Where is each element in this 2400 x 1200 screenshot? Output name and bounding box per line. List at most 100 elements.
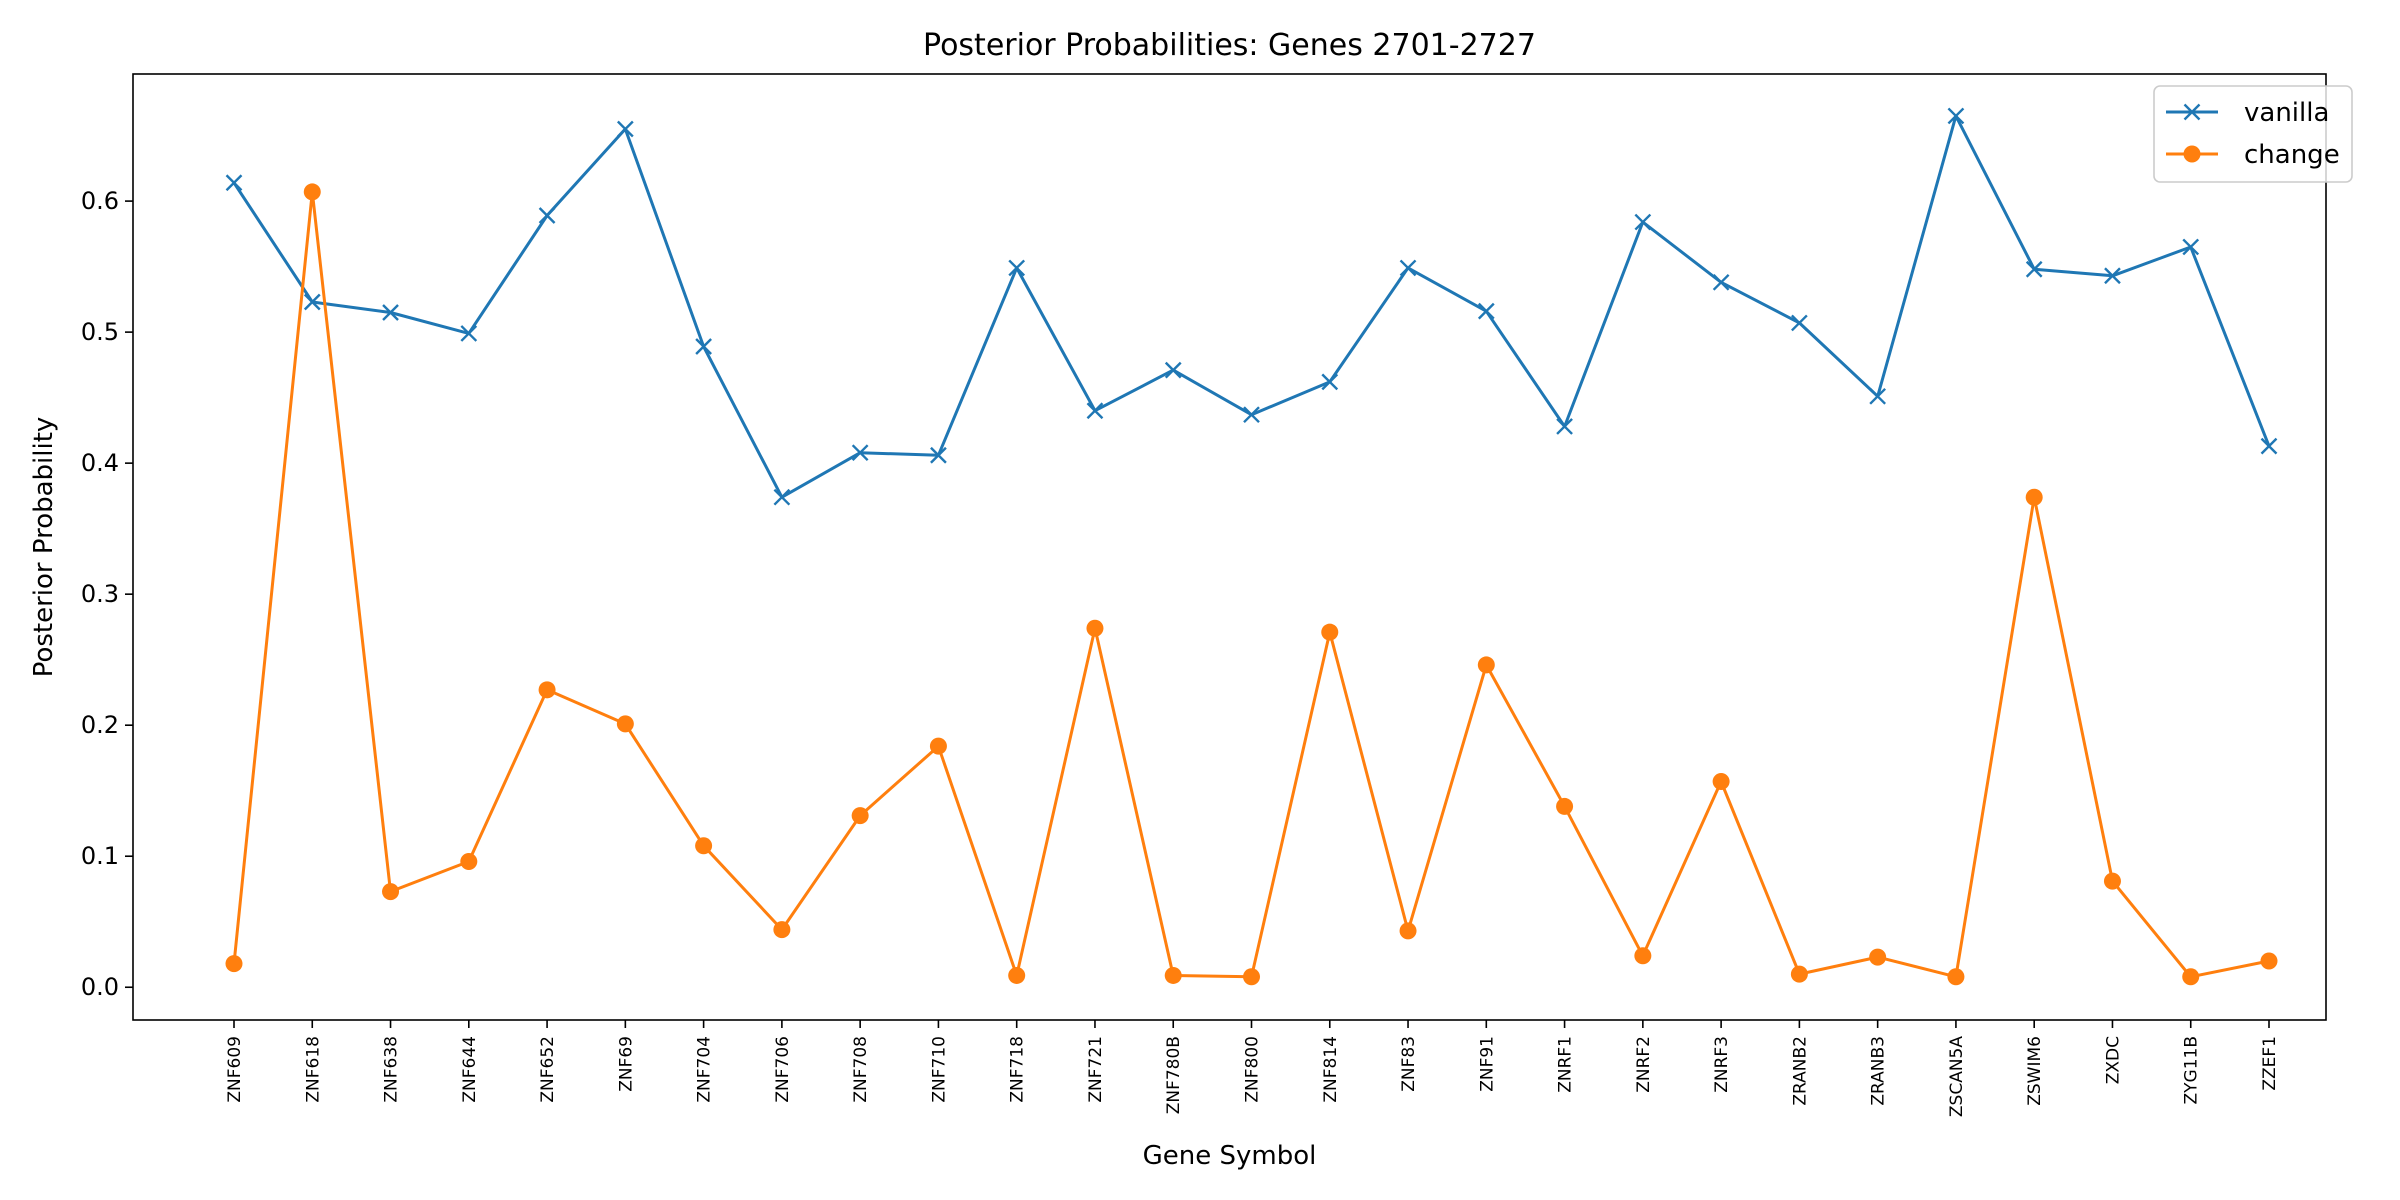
y-tick-label: 0.5 xyxy=(81,318,119,346)
data-point-change xyxy=(1634,947,1652,965)
data-point-change xyxy=(1321,623,1339,641)
data-point-vanilla xyxy=(1243,406,1260,424)
plot-frame xyxy=(132,73,2327,1021)
data-point-change xyxy=(2260,952,2278,970)
legend-marker xyxy=(2183,103,2201,121)
x-tick-label: ZNF708 xyxy=(851,1036,871,1103)
x-tick-label: ZNF780B xyxy=(1164,1036,1184,1114)
data-point-change xyxy=(382,883,400,901)
data-point-change xyxy=(773,921,791,939)
x-tick-label: ZNF814 xyxy=(1321,1036,1341,1103)
x-tick-label: ZNF618 xyxy=(303,1036,323,1103)
x-tick-label: ZNRF2 xyxy=(1634,1036,1654,1093)
data-point-change xyxy=(1008,966,1026,984)
data-point-change xyxy=(538,681,556,699)
x-tick-label: ZSCAN5A xyxy=(1947,1036,1967,1117)
x-tick-label: ZXDC xyxy=(2103,1036,2123,1084)
data-point-vanilla xyxy=(1556,418,1573,435)
data-point-vanilla xyxy=(773,488,791,506)
data-point-vanilla xyxy=(1791,314,1808,332)
y-tick-label: 0.6 xyxy=(81,187,119,215)
data-point-change xyxy=(1399,922,1417,940)
data-point-change xyxy=(460,852,478,870)
x-axis-label: Gene Symbol xyxy=(1143,1141,1317,1171)
data-point-change xyxy=(2103,872,2121,890)
data-point-vanilla xyxy=(2025,260,2043,278)
data-point-vanilla xyxy=(1399,259,1417,277)
legend: vanilla change xyxy=(2153,85,2353,183)
x-tick-label: ZNRF3 xyxy=(1712,1036,1732,1093)
data-point-change xyxy=(2025,488,2043,506)
x-tick-label: ZRANB2 xyxy=(1790,1036,1810,1106)
data-point-change xyxy=(1712,773,1730,791)
legend-marker xyxy=(2183,145,2201,163)
x-tick-label: ZNF800 xyxy=(1243,1036,1263,1103)
x-tick-label: ZYG11B xyxy=(2182,1036,2202,1105)
data-point-change xyxy=(225,955,243,973)
x-tick-label: ZNF609 xyxy=(225,1036,245,1103)
chart-title: Posterior Probabilities: Genes 2701-2727 xyxy=(923,28,1536,63)
data-point-vanilla xyxy=(1086,402,1104,420)
x-axis: ZNF609 ZNF618 ZNF638 ZNF644 ZNF652 ZNF69 ZNF70… xyxy=(225,1020,2280,1117)
x-tick-label: ZNF644 xyxy=(460,1036,480,1103)
y-tick-label: 0.2 xyxy=(81,711,119,739)
data-point-change xyxy=(695,837,713,855)
x-tick-label: ZNF710 xyxy=(929,1036,949,1103)
data-point-vanilla xyxy=(1164,361,1182,379)
data-point-change xyxy=(1164,966,1182,984)
data-point-vanilla xyxy=(225,174,243,192)
data-point-vanilla xyxy=(1869,387,1887,405)
x-tick-label: ZNF706 xyxy=(773,1036,793,1103)
data-point-change xyxy=(1243,968,1260,986)
data-point-change xyxy=(1790,965,1808,983)
x-tick-label: ZNF638 xyxy=(382,1036,402,1103)
data-point-vanilla xyxy=(1634,213,1652,231)
data-point-vanilla xyxy=(2260,437,2278,455)
data-point-vanilla xyxy=(2182,238,2200,256)
data-point-change xyxy=(1477,656,1495,674)
data-point-vanilla xyxy=(1712,273,1730,291)
legend-item-change: change xyxy=(2166,140,2340,170)
y-tick-label: 0.1 xyxy=(81,842,119,870)
series-vanilla xyxy=(225,107,2278,506)
x-tick-label: ZNF718 xyxy=(1008,1036,1028,1103)
x-tick-label: ZNF69 xyxy=(616,1036,636,1092)
x-tick-label: ZSWIM6 xyxy=(2025,1036,2045,1106)
data-point-change xyxy=(616,715,634,733)
data-point-vanilla xyxy=(695,338,712,355)
data-point-change xyxy=(929,737,947,755)
data-point-change xyxy=(1086,619,1104,637)
data-point-vanilla xyxy=(460,325,478,342)
x-tick-label: ZZEF1 xyxy=(2260,1036,2280,1091)
y-tick-label: 0.4 xyxy=(81,449,119,477)
data-point-vanilla xyxy=(538,207,556,224)
y-axis: 0.0 0.1 0.2 0.3 0.4 0.5 0.6 xyxy=(81,187,133,1001)
legend-label: change xyxy=(2244,140,2340,170)
series-layer xyxy=(225,107,2278,986)
legend-box xyxy=(2153,85,2353,183)
data-point-vanilla xyxy=(851,444,869,462)
data-point-vanilla xyxy=(1477,302,1495,320)
x-tick-label: ZRANB3 xyxy=(1869,1036,1889,1106)
data-point-vanilla xyxy=(930,446,947,464)
x-tick-label: ZNF652 xyxy=(538,1036,558,1103)
data-point-vanilla xyxy=(382,304,399,321)
data-point-change xyxy=(1869,948,1887,966)
x-tick-label: ZNF704 xyxy=(695,1036,715,1103)
data-point-change xyxy=(2182,968,2200,986)
data-point-vanilla xyxy=(1321,373,1339,391)
data-point-vanilla xyxy=(2104,267,2121,285)
data-point-change xyxy=(1947,968,1965,986)
data-point-vanilla xyxy=(1947,107,1965,125)
x-tick-label: ZNF83 xyxy=(1399,1036,1419,1092)
series-change xyxy=(225,183,2278,986)
y-tick-label: 0.3 xyxy=(81,580,119,608)
x-tick-label: ZNRF1 xyxy=(1556,1036,1576,1093)
legend-label: vanilla xyxy=(2244,98,2329,128)
x-tick-label: ZNF91 xyxy=(1477,1036,1497,1092)
data-point-change xyxy=(303,183,321,201)
data-point-vanilla xyxy=(1008,259,1026,277)
data-point-vanilla xyxy=(303,293,321,311)
